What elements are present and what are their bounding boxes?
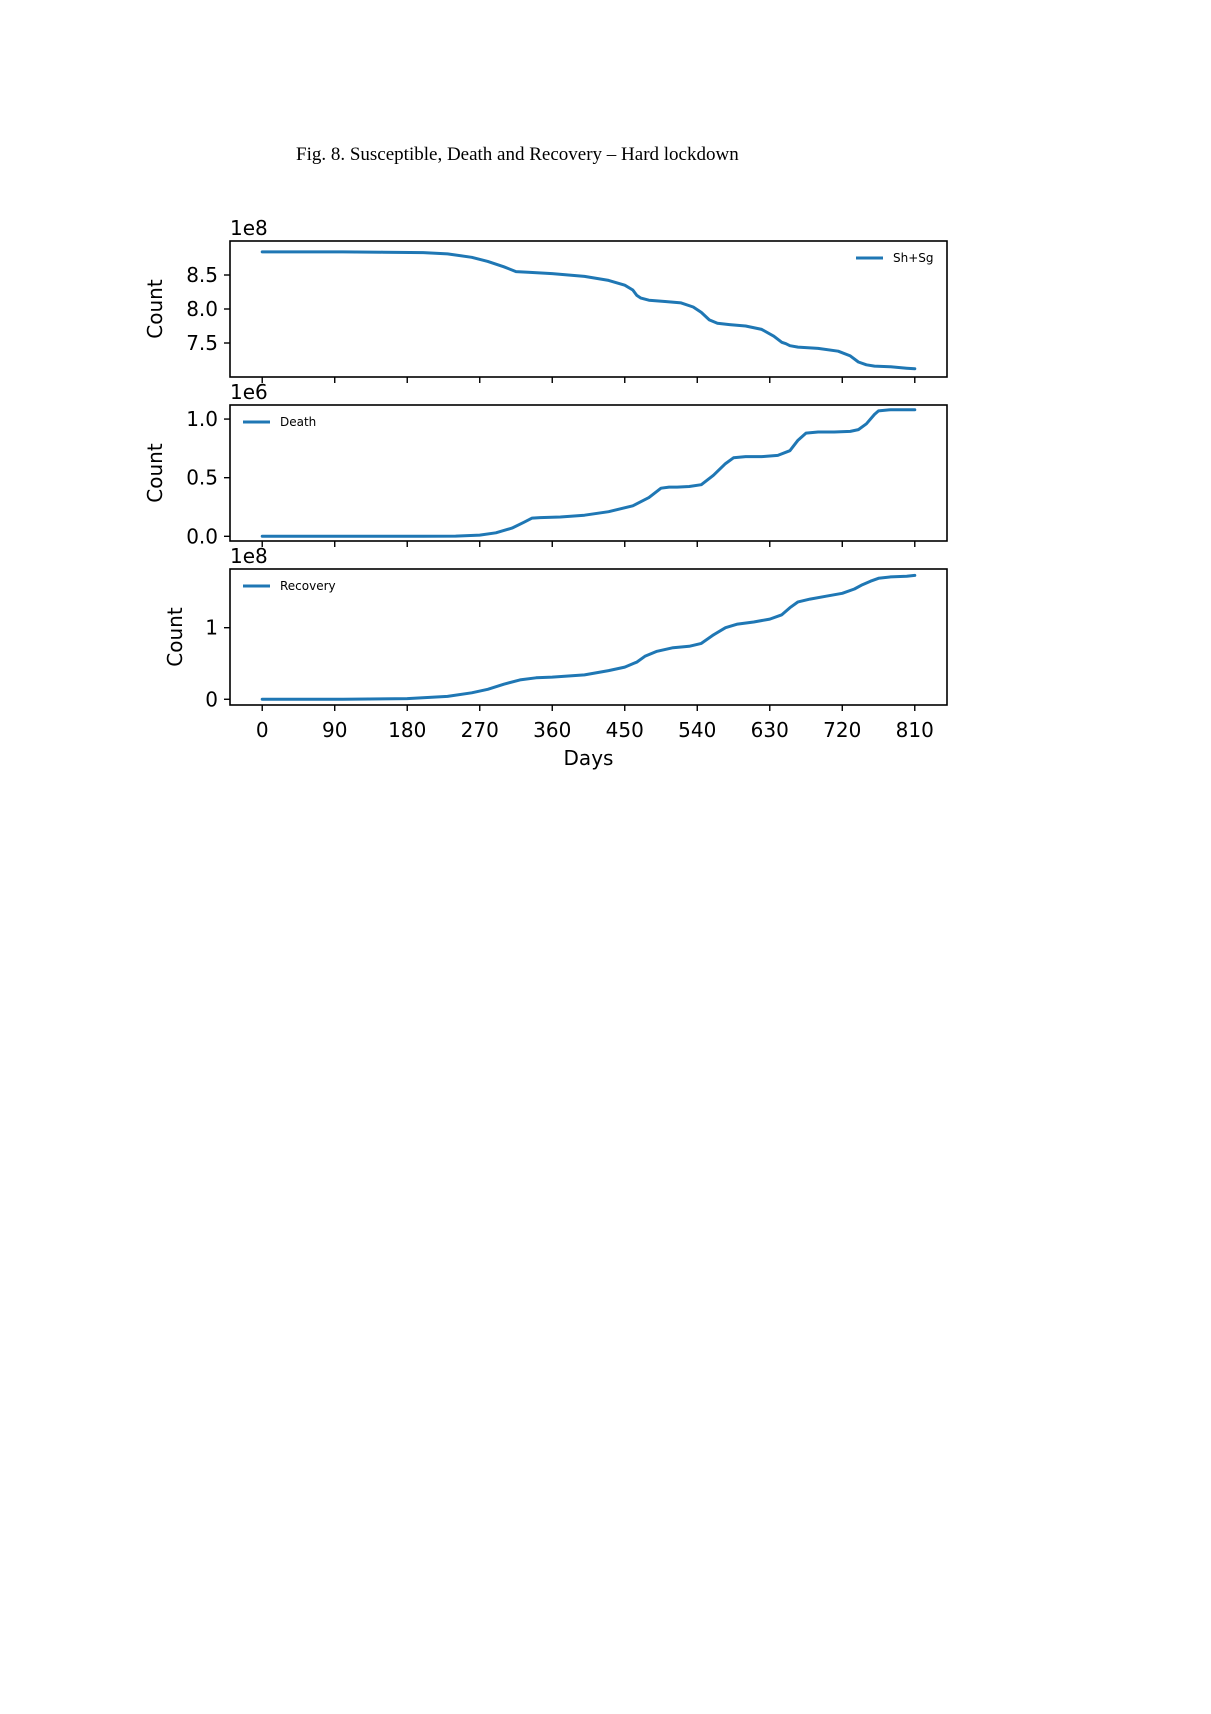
- y-tick-label: 1.0: [186, 407, 218, 431]
- x-tick-label: 720: [823, 718, 861, 742]
- legend-label: Recovery: [280, 579, 336, 593]
- y-offset-label: 1e6: [230, 380, 268, 404]
- y-axis-label: Count: [163, 607, 187, 667]
- series-line-death: [260, 408, 917, 538]
- y-tick-label: 8.5: [186, 263, 218, 287]
- x-axis-label: Days: [564, 746, 614, 770]
- x-tick-label: 450: [606, 718, 644, 742]
- chart-panel-3: 0 90 180 270 360 450 540 630 720 810 0 1 1e8 Count Rec…: [163, 544, 948, 770]
- chart-panel-2: 0.0 0.5 1.0 1e6 Count Death: [143, 380, 948, 548]
- y-tick-label: 0: [205, 687, 218, 711]
- x-tick-label: 630: [751, 718, 789, 742]
- x-tick-label: 270: [461, 718, 499, 742]
- x-tick-label: 0: [256, 718, 269, 742]
- axes-frame: [229, 404, 948, 542]
- series-line-sh-sg: [260, 250, 917, 371]
- legend: Death: [243, 415, 316, 429]
- chart-panel-1: 7.5 8.0 8.5 1e8 Count Sh+Sg: [143, 216, 948, 383]
- y-tick-label: 8.0: [186, 297, 218, 321]
- y-offset-label: 1e8: [230, 216, 268, 240]
- x-tick-label: 540: [678, 718, 716, 742]
- legend: Sh+Sg: [856, 251, 934, 265]
- x-tick-label: 810: [896, 718, 934, 742]
- x-tick-label: 360: [533, 718, 571, 742]
- legend: Recovery: [243, 579, 336, 593]
- axes-frame: [229, 240, 948, 378]
- series-line-recovery: [260, 573, 917, 701]
- y-tick-label: 1: [205, 616, 218, 640]
- x-tick-label: 180: [388, 718, 426, 742]
- axes-frame: [229, 568, 948, 706]
- y-axis-label: Count: [143, 443, 167, 503]
- y-offset-label: 1e8: [230, 544, 268, 568]
- y-tick-label: 0.0: [186, 524, 218, 548]
- x-tick-label: 90: [322, 718, 347, 742]
- y-axis-label: Count: [143, 279, 167, 339]
- legend-label: Sh+Sg: [893, 251, 934, 265]
- legend-label: Death: [280, 415, 316, 429]
- figure-caption: Fig. 8. Susceptible, Death and Recovery …: [296, 144, 739, 165]
- y-tick-label: 7.5: [186, 331, 218, 355]
- y-tick-label: 0.5: [186, 466, 218, 490]
